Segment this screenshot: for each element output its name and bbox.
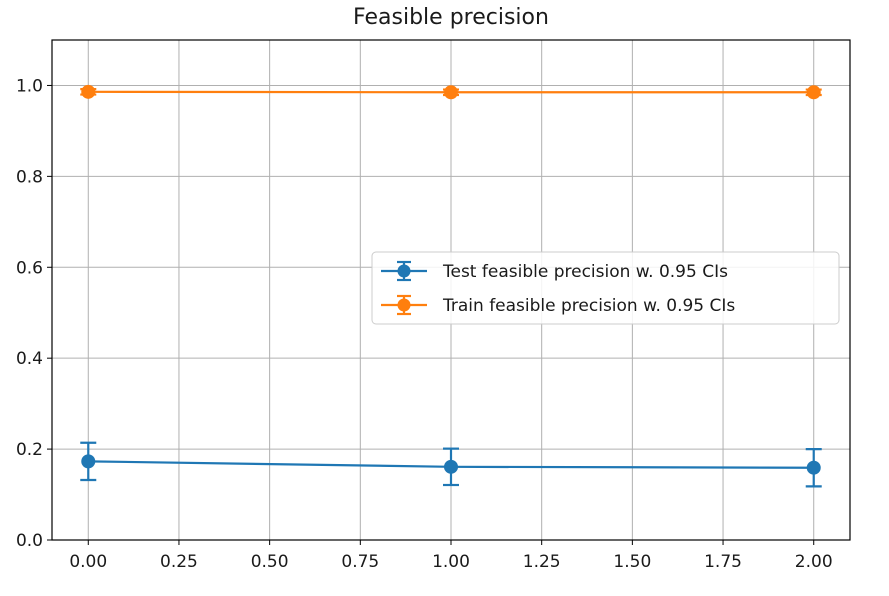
y-tick-label: 0.6: [16, 258, 43, 278]
data-point: [81, 454, 95, 468]
x-tick-label: 0.75: [341, 552, 379, 572]
legend-marker: [398, 265, 411, 278]
y-tick-label: 0.0: [16, 531, 43, 551]
legend: Test feasible precision w. 0.95 CIs Train…: [372, 252, 839, 324]
y-tick-label: 0.8: [16, 167, 43, 187]
data-point: [81, 85, 95, 99]
x-tick-label: 2.00: [795, 552, 833, 572]
data-point: [807, 461, 821, 475]
y-tick-label: 0.4: [16, 349, 43, 369]
data-point: [444, 85, 458, 99]
legend-marker: [398, 299, 411, 312]
legend-label: Train feasible precision w. 0.95 CIs: [442, 296, 735, 316]
series-group: [80, 85, 821, 99]
x-tick-label: 1.50: [613, 552, 651, 572]
legend-label: Test feasible precision w. 0.95 CIs: [442, 262, 728, 282]
x-tick-label: 0.00: [69, 552, 107, 572]
y-tick-label: 1.0: [16, 76, 43, 96]
x-tick-label: 0.25: [160, 552, 198, 572]
data-point: [807, 85, 821, 99]
x-tick-label: 1.75: [704, 552, 742, 572]
x-tick-label: 1.00: [432, 552, 470, 572]
x-tick-label: 1.25: [523, 552, 561, 572]
data-point: [444, 460, 458, 474]
chart-title: Feasible precision: [353, 5, 549, 30]
y-tick-label: 0.2: [16, 440, 43, 460]
x-tick-label: 0.50: [251, 552, 289, 572]
